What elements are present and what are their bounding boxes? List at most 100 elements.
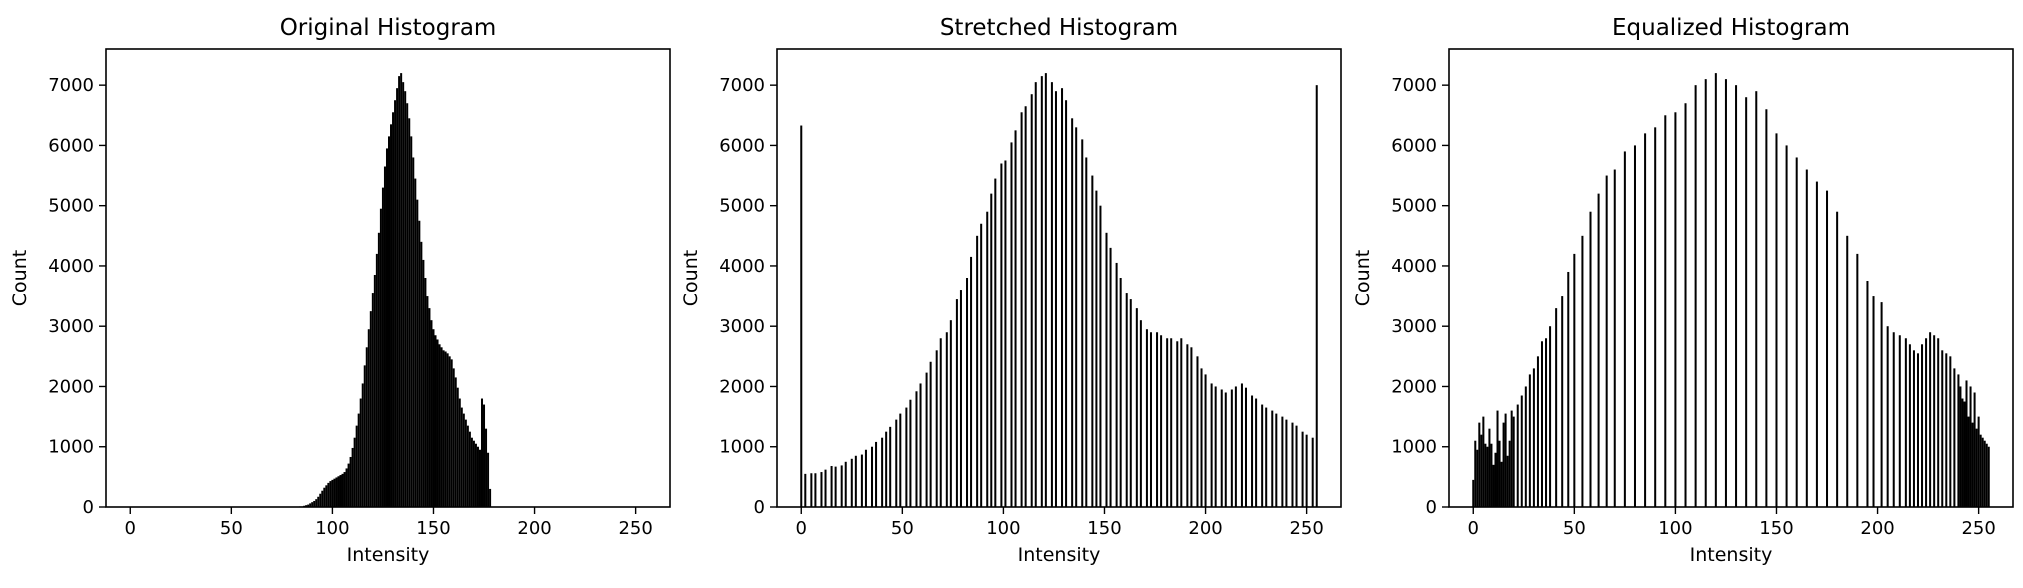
x-tick-label: 0 xyxy=(1468,518,1479,539)
histogram-bar xyxy=(1977,416,1980,507)
histogram-bar xyxy=(1755,91,1758,508)
y-tick-label: 3000 xyxy=(1391,316,1437,337)
histogram-bar xyxy=(1285,419,1288,507)
histogram-bar xyxy=(450,359,453,507)
histogram-bar xyxy=(1872,296,1875,507)
histogram-bar xyxy=(470,437,473,507)
histogram-bar xyxy=(1291,422,1294,507)
histogram-bar xyxy=(905,407,908,507)
histogram-bar xyxy=(337,476,340,507)
histogram-bar xyxy=(1959,386,1962,507)
histogram-bar xyxy=(442,350,445,507)
histogram-bar xyxy=(871,446,874,507)
y-tick-label: 3000 xyxy=(48,316,94,337)
histogram-bar xyxy=(1255,398,1258,507)
histogram-bar xyxy=(1220,389,1223,507)
histogram-bar xyxy=(1490,443,1493,507)
histogram-bar xyxy=(1937,338,1940,507)
histogram-bar xyxy=(1204,374,1207,507)
histogram-bar xyxy=(935,350,938,507)
histogram-bar xyxy=(889,426,892,507)
histogram-bar xyxy=(1508,440,1511,507)
histogram-bar xyxy=(1929,332,1932,507)
histogram-bar xyxy=(311,502,314,507)
histogram-bar xyxy=(1623,151,1626,507)
chart-panel-1: 0 50 100 150 200 250 0 1000 2000 3000 4000 5000 6000… xyxy=(9,15,671,566)
x-tick-label: 50 xyxy=(220,518,243,539)
histogram-bar xyxy=(875,441,878,507)
histogram-bar xyxy=(1912,350,1915,507)
histogram-bar xyxy=(1166,338,1169,507)
y-tick-label: 0 xyxy=(1426,497,1437,518)
histogram-bar xyxy=(1196,356,1199,507)
chart-panel-3: 0 50 100 150 200 250 0 1000 2000 3000 4000 5000 6000… xyxy=(1352,15,2014,566)
histogram-bar xyxy=(834,466,837,507)
histogram-bar xyxy=(966,278,969,507)
histogram-bar xyxy=(1520,395,1523,507)
histogram-bar xyxy=(1904,338,1907,507)
histogram-bar xyxy=(329,481,332,507)
histogram-bar xyxy=(1856,253,1859,507)
chart-title: Equalized Histogram xyxy=(1612,15,1850,41)
histogram-bar xyxy=(1561,296,1564,507)
histogram-bar xyxy=(309,503,312,507)
y-tick-label: 0 xyxy=(83,497,94,518)
chart-title: Original Histogram xyxy=(280,15,497,41)
x-tick-label: 250 xyxy=(1961,518,1995,539)
histogram-bar xyxy=(1532,368,1535,507)
histogram-bar xyxy=(448,356,451,507)
histogram-bar xyxy=(357,413,360,507)
histogram-bar xyxy=(1549,326,1552,507)
histogram-bar xyxy=(1474,440,1477,507)
histogram-bar xyxy=(1156,332,1159,507)
axes-frame xyxy=(776,48,1342,508)
histogram-bar xyxy=(313,500,316,507)
histogram-bar xyxy=(1953,368,1956,507)
histogram-bar xyxy=(1119,278,1122,507)
histogram-bar xyxy=(1567,271,1570,507)
histogram-bar xyxy=(1983,440,1986,507)
y-axis-label: Count xyxy=(680,250,702,306)
histogram-bar xyxy=(424,278,427,507)
histogram-bar xyxy=(1945,353,1948,507)
histogram-bar xyxy=(1478,422,1481,507)
histogram-bar xyxy=(844,461,847,507)
x-tick-label: 200 xyxy=(517,518,551,539)
histogram-bar xyxy=(1050,82,1053,507)
histogram-bar xyxy=(820,472,823,507)
histogram-bar xyxy=(1315,85,1318,507)
histogram-bar xyxy=(1933,335,1936,507)
histogram-bar xyxy=(1941,350,1944,507)
histogram-bar xyxy=(388,136,391,507)
histogram-bar xyxy=(1886,326,1889,507)
histogram-bar xyxy=(959,290,962,507)
histogram-bar xyxy=(489,488,492,507)
histogram-bar xyxy=(396,88,399,508)
histogram-bar xyxy=(1967,416,1970,507)
x-tick-label: 200 xyxy=(1188,518,1222,539)
x-tick-label: 100 xyxy=(986,518,1020,539)
histogram-bar xyxy=(1230,389,1233,507)
histogram-bar xyxy=(1240,383,1243,507)
histogram-bar xyxy=(454,377,457,507)
histogram-bar xyxy=(1482,416,1485,507)
histogram-bar xyxy=(1963,401,1966,507)
histogram-bar xyxy=(341,473,344,507)
histogram-bar xyxy=(1510,410,1513,507)
histogram-bar xyxy=(1488,428,1491,507)
x-tick-label: 0 xyxy=(125,518,136,539)
histogram-bar xyxy=(1075,127,1078,507)
histogram-bar xyxy=(408,118,411,508)
histogram-bar xyxy=(468,431,471,507)
x-tick-label: 150 xyxy=(416,518,450,539)
histogram-bar xyxy=(1581,235,1584,507)
histogram-bar xyxy=(343,472,346,507)
histogram-bar xyxy=(422,259,425,507)
histogram-bar xyxy=(1664,115,1667,507)
y-tick-label: 6000 xyxy=(719,135,765,156)
histogram-bar xyxy=(333,478,336,507)
histogram-bar xyxy=(440,347,443,507)
axes-frame xyxy=(1448,48,2014,508)
histogram-bar xyxy=(472,440,475,507)
histogram-bar xyxy=(351,447,354,507)
